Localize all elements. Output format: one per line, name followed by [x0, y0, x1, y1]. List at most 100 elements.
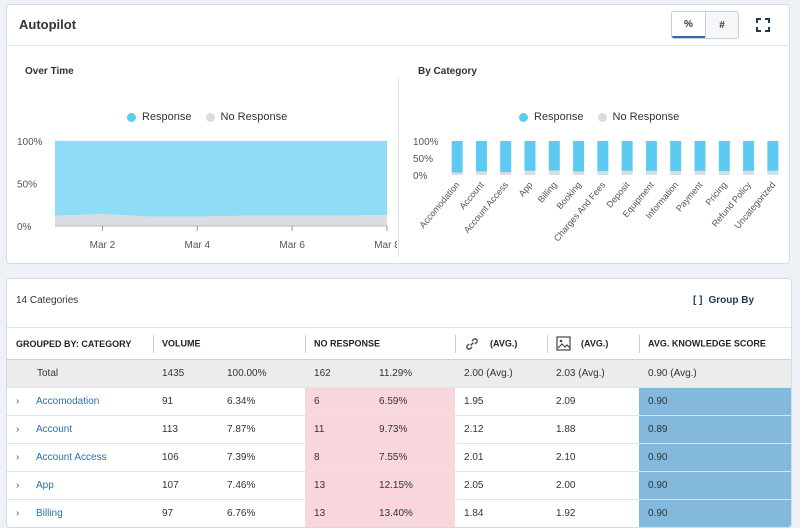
- bar-response: [670, 141, 682, 172]
- category-link[interactable]: Billing: [36, 508, 63, 519]
- category-cell: › Account: [7, 415, 153, 444]
- x-tick-label: Mar 8: [374, 240, 397, 251]
- no-response-pct-cell: 9.73%: [379, 415, 456, 444]
- category-cell: › Accomodation: [7, 387, 153, 416]
- column-divider: [547, 334, 549, 353]
- percent-toggle-button[interactable]: %: [672, 12, 705, 38]
- images-avg-cell: 2.10: [547, 443, 640, 472]
- column-divider: [455, 334, 457, 353]
- table-row[interactable]: › Account Access 106 7.39% 8 7.55% 2.01 2.10 0.9…: [7, 443, 791, 472]
- category-count: 14 Categories: [16, 295, 79, 306]
- volume-cell: 91: [153, 387, 227, 416]
- header-images-avg-label: (AVG.): [581, 337, 609, 348]
- volume-cell: 107: [153, 471, 227, 500]
- total-links-avg: 2.00 (Avg.): [455, 359, 548, 388]
- knowledge-score-cell: 0.90: [639, 387, 791, 416]
- count-toggle-button[interactable]: #: [705, 12, 738, 38]
- bar-no-response: [694, 170, 706, 175]
- bar-no-response: [524, 170, 536, 175]
- bar-response: [743, 141, 755, 171]
- expand-chevron-icon[interactable]: ›: [16, 480, 20, 491]
- header-knowledge[interactable]: AVG. KNOWLEDGE SCORE: [639, 327, 791, 360]
- no-response-area: [55, 214, 387, 226]
- category-link[interactable]: App: [36, 480, 54, 491]
- volume-cell: 113: [153, 415, 227, 444]
- no-response-pct-cell: 7.55%: [379, 443, 456, 472]
- group-by-button[interactable]: [ ] Group By: [693, 295, 754, 306]
- bar-no-response: [767, 170, 779, 175]
- total-volume: 1435: [153, 359, 227, 388]
- bar-response: [573, 141, 585, 172]
- legend-no-response[interactable]: No Response: [205, 111, 287, 123]
- category-link[interactable]: Accomodation: [36, 396, 100, 407]
- bar-response: [500, 141, 512, 173]
- over-time-title: Over Time: [25, 66, 74, 77]
- header-category[interactable]: GROUPED BY: CATEGORY: [7, 327, 153, 360]
- header-links-avg-label: (AVG.): [490, 337, 518, 348]
- total-row: Total 1435 100.00% 162 11.29% 2.00 (Avg.…: [7, 359, 791, 388]
- x-tick-label: Mar 4: [185, 240, 211, 251]
- no-response-pct-cell: 6.59%: [379, 387, 456, 416]
- x-tick-label: Mar 2: [90, 240, 116, 251]
- table-row[interactable]: › App 107 7.46% 13 12.15% 2.05 2.00 0.90: [7, 471, 791, 500]
- knowledge-score-cell: 0.89: [639, 415, 791, 444]
- knowledge-score-cell: 0.90: [639, 499, 791, 527]
- by-category-title: By Category: [418, 66, 477, 77]
- over-time-legend: Response No Response: [127, 111, 287, 123]
- header-links-avg[interactable]: (AVG.): [455, 327, 548, 360]
- no-response-pct-cell: 13.40%: [379, 499, 456, 527]
- table-row[interactable]: › Account 113 7.87% 11 9.73% 2.12 1.88 0.89: [7, 415, 791, 444]
- legend-response[interactable]: Response: [127, 111, 192, 123]
- response-swatch: [127, 112, 136, 122]
- bar-response: [767, 141, 779, 171]
- table-row[interactable]: › Accomodation 91 6.34% 6 6.59% 1.95 2.09 0.90: [7, 387, 791, 416]
- header-no-response[interactable]: NO RESPONSE: [305, 327, 456, 360]
- bar-no-response: [500, 172, 512, 175]
- knowledge-score-cell: 0.90: [639, 471, 791, 500]
- expand-chevron-icon[interactable]: ›: [16, 396, 20, 407]
- links-avg-cell: 2.01: [455, 443, 548, 472]
- expand-chevron-icon[interactable]: ›: [16, 508, 20, 519]
- header-volume-label: VOLUME: [162, 337, 201, 348]
- y-tick-label: 50%: [413, 154, 433, 165]
- bar-no-response: [597, 171, 609, 175]
- bar-no-response: [573, 171, 585, 175]
- header-no-response-label: NO RESPONSE: [314, 337, 381, 348]
- over-time-chart: 100% 50% 0% Mar 2 Mar 4 Mar 6 Mar 8: [17, 137, 397, 251]
- bar-no-response: [645, 170, 657, 175]
- total-knowledge: 0.90 (Avg.): [639, 359, 791, 388]
- bar-no-response: [475, 171, 487, 175]
- legend-response[interactable]: Response: [519, 111, 584, 123]
- by-category-legend: Response No Response: [519, 111, 679, 123]
- expand-chevron-icon[interactable]: ›: [16, 424, 20, 435]
- bar-no-response: [670, 171, 682, 175]
- expand-chevron-icon[interactable]: ›: [16, 452, 20, 463]
- categories-table: GROUPED BY: CATEGORY VOLUME NO RESPONSE …: [7, 327, 791, 527]
- bar-response: [524, 141, 536, 171]
- table-row[interactable]: › Billing 97 6.76% 13 13.40% 1.84 1.92 0.90: [7, 499, 791, 527]
- legend-response-label: Response: [142, 111, 192, 123]
- bar-response: [451, 141, 463, 173]
- legend-no-response[interactable]: No Response: [597, 111, 679, 123]
- total-no-response-pct: 11.29%: [379, 359, 456, 388]
- no-response-cell: 8: [305, 443, 380, 472]
- category-link[interactable]: Account: [36, 424, 73, 435]
- volume-pct-cell: 7.39%: [227, 443, 306, 472]
- link-icon: [466, 337, 478, 350]
- header-volume[interactable]: VOLUME: [153, 327, 306, 360]
- title-divider: [7, 45, 789, 46]
- links-avg-cell: 1.84: [455, 499, 548, 527]
- header-images-avg[interactable]: (AVG.): [547, 327, 640, 360]
- header-knowledge-label: AVG. KNOWLEDGE SCORE: [648, 337, 766, 348]
- bar-response: [694, 141, 706, 171]
- category-link[interactable]: Account Access: [36, 452, 107, 463]
- volume-pct-cell: 6.76%: [227, 499, 306, 527]
- images-avg-cell: 2.09: [547, 387, 640, 416]
- bar-no-response: [621, 170, 633, 175]
- x-tick-label: Mar 6: [279, 240, 305, 251]
- expand-icon[interactable]: [755, 17, 771, 33]
- bar-no-response: [548, 170, 560, 175]
- images-avg-cell: 2.00: [547, 471, 640, 500]
- bar-response: [718, 141, 730, 172]
- no-response-pct-cell: 12.15%: [379, 471, 456, 500]
